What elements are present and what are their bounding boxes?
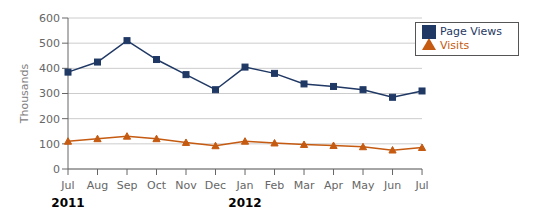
html-text:Page Views: Page Views (440, 25, 502, 38)
svg-text:200: 200 (39, 113, 60, 126)
svg-text:600: 600 (39, 12, 60, 25)
svg-text:Nov: Nov (175, 179, 197, 192)
svg-text:Dec: Dec (205, 179, 226, 192)
svg-text:May: May (352, 179, 375, 192)
svg-text:Oct: Oct (147, 179, 167, 192)
svg-text:Jun: Jun (383, 179, 401, 192)
svg-text:2011: 2011 (51, 196, 84, 210)
svg-text:Feb: Feb (265, 179, 284, 192)
svg-text:Sep: Sep (117, 179, 138, 192)
svg-text:Mar: Mar (294, 179, 315, 192)
svg-text:2012: 2012 (228, 196, 261, 210)
svg-text:400: 400 (39, 62, 60, 75)
svg-text:500: 500 (39, 37, 60, 50)
svg-text:300: 300 (39, 87, 60, 100)
svg-text:Jul: Jul (60, 179, 74, 192)
svg-text:Aug: Aug (87, 179, 108, 192)
svg-text:Thousands: Thousands (18, 63, 31, 124)
svg-text:0: 0 (53, 163, 60, 176)
svg-text:Jan: Jan (236, 179, 254, 192)
svg-text:Jul: Jul (414, 179, 428, 192)
svg-text:100: 100 (39, 138, 60, 151)
svg-text:Apr: Apr (324, 179, 344, 192)
html-text:Visits: Visits (440, 39, 470, 52)
